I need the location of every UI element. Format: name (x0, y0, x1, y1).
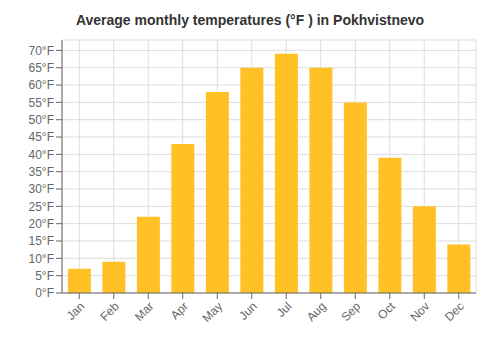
svg-text:Sep: Sep (338, 299, 363, 324)
svg-text:Jun: Jun (236, 299, 260, 323)
svg-text:45°F: 45°F (29, 130, 54, 144)
svg-text:Dec: Dec (442, 299, 467, 324)
html-text:Average monthly temperatures (: Average monthly temperatures (°F ) in Po… (75, 12, 425, 28)
svg-text:65°F: 65°F (29, 61, 54, 75)
svg-text:40°F: 40°F (29, 148, 54, 162)
svg-text:35°F: 35°F (29, 165, 54, 179)
svg-text:Mar: Mar (132, 299, 157, 324)
svg-text:Apr: Apr (168, 299, 191, 322)
svg-text:60°F: 60°F (29, 78, 54, 92)
svg-text:Oct: Oct (375, 299, 399, 323)
svg-text:Feb: Feb (97, 299, 122, 324)
svg-text:5°F: 5°F (35, 269, 54, 283)
svg-text:15°F: 15°F (29, 234, 54, 248)
svg-text:Jan: Jan (64, 299, 88, 323)
svg-text:10°F: 10°F (29, 252, 54, 266)
svg-text:55°F: 55°F (29, 96, 54, 110)
svg-text:20°F: 20°F (29, 217, 54, 231)
svg-text:70°F: 70°F (29, 44, 54, 58)
svg-text:30°F: 30°F (29, 182, 54, 196)
svg-text:Jul: Jul (274, 299, 295, 320)
svg-text:Aug: Aug (304, 299, 329, 324)
svg-text:May: May (199, 299, 225, 325)
svg-text:25°F: 25°F (29, 200, 54, 214)
svg-text:50°F: 50°F (29, 113, 54, 127)
svg-text:Nov: Nov (407, 299, 432, 324)
svg-text:0°F: 0°F (35, 286, 54, 300)
